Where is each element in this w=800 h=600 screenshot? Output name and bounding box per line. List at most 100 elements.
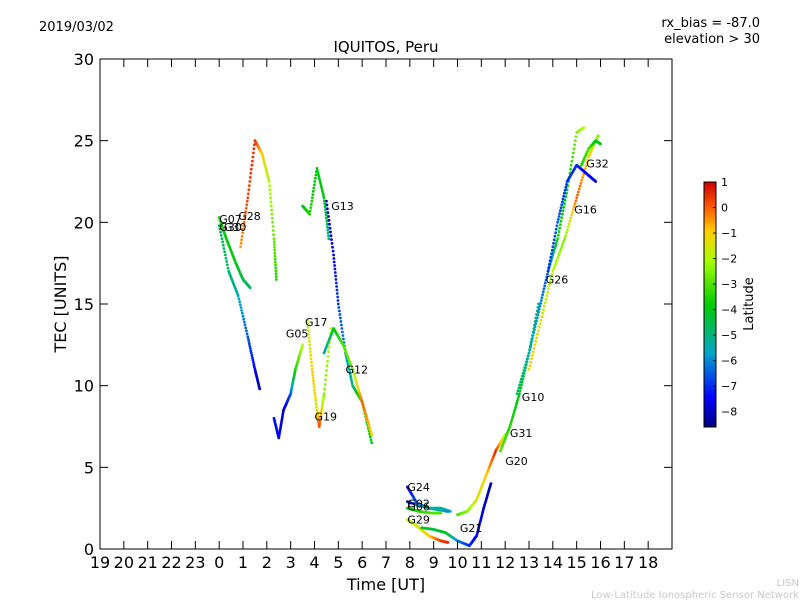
data-point — [307, 336, 311, 340]
data-point — [361, 402, 365, 406]
data-point — [554, 231, 557, 235]
data-point — [489, 482, 493, 486]
satellite-label: G12 — [346, 363, 369, 376]
data-point — [273, 251, 277, 255]
data-point — [269, 200, 273, 204]
data-point — [516, 389, 520, 393]
colorbar — [703, 181, 717, 428]
data-point — [523, 366, 527, 369]
data-point — [350, 379, 353, 383]
data-point — [364, 414, 368, 418]
x-tick-label: 7 — [381, 553, 391, 572]
data-point — [338, 313, 342, 316]
data-point — [574, 199, 578, 203]
data-point — [537, 310, 540, 314]
data-point — [311, 189, 315, 193]
x-tick-label: 1 — [238, 553, 248, 572]
data-point — [561, 197, 565, 201]
y-axis: 0 5 10 15 20 25 30 — [74, 50, 672, 559]
data-point — [335, 292, 339, 295]
data-point — [580, 178, 584, 182]
data-point — [560, 216, 564, 220]
data-point — [243, 323, 247, 327]
data-point — [274, 272, 278, 276]
y-tick-label: 0 — [84, 540, 94, 559]
data-point — [272, 243, 276, 246]
data-point — [310, 367, 314, 371]
satellite-label: G17 — [305, 316, 328, 329]
x-tick-label: 19 — [90, 553, 110, 572]
data-point — [308, 339, 311, 343]
data-point — [245, 199, 249, 203]
series-g30 — [217, 224, 262, 391]
data-point — [323, 387, 326, 391]
colorbar-tick-label: −1 — [721, 227, 737, 240]
data-point — [325, 369, 328, 372]
data-point — [252, 363, 256, 367]
data-point — [571, 211, 574, 214]
data-point — [533, 343, 537, 347]
data-point — [312, 379, 315, 383]
data-point — [226, 266, 230, 270]
data-point — [310, 199, 314, 203]
data-point — [319, 413, 323, 417]
data-point — [309, 353, 313, 357]
data-point — [548, 280, 552, 284]
data-point — [320, 404, 324, 407]
data-point — [552, 238, 556, 242]
data-point — [531, 334, 535, 337]
data-point — [239, 245, 243, 249]
data-point — [520, 374, 524, 378]
x-tick-label: 15 — [566, 553, 586, 572]
data-point — [328, 222, 331, 226]
x-tick-label: 14 — [543, 553, 563, 572]
data-point — [333, 271, 337, 274]
data-point — [515, 401, 519, 405]
data-point — [326, 225, 329, 229]
data-point — [531, 337, 534, 340]
data-point — [322, 397, 325, 400]
x-tick-label: 12 — [495, 553, 515, 572]
data-point — [329, 234, 333, 238]
date-label: 2019/03/02 — [39, 20, 114, 35]
data-point — [273, 254, 277, 258]
data-point — [529, 345, 532, 349]
data-point — [243, 320, 246, 324]
x-tick-label: 9 — [429, 553, 439, 572]
data-point — [332, 253, 335, 257]
data-point — [239, 306, 243, 309]
x-tick-label: 6 — [357, 553, 367, 572]
y-tick-label: 20 — [74, 213, 94, 232]
satellite-label: G30 — [224, 221, 247, 234]
data-point — [271, 225, 275, 228]
data-point — [326, 355, 330, 358]
data-point — [353, 374, 357, 378]
y-tick-label: 30 — [74, 50, 94, 69]
data-point — [318, 179, 322, 183]
data-point — [219, 234, 223, 237]
data-point — [439, 511, 443, 515]
data-point — [322, 194, 325, 198]
colorbar-tick-label: −3 — [721, 278, 737, 291]
data-point — [240, 238, 244, 242]
data-point — [250, 353, 254, 357]
data-point — [270, 216, 274, 220]
data-point — [368, 428, 372, 432]
data-point — [525, 357, 529, 361]
data-point — [313, 388, 316, 392]
footer-short: LISN — [777, 578, 799, 589]
data-point — [318, 422, 321, 426]
data-point — [546, 272, 549, 276]
data-point — [274, 266, 278, 270]
data-point — [327, 345, 331, 349]
data-point — [330, 242, 334, 245]
x-axis: 19 20 21 22 23 0 1 2 3 4 5 6 7 8 9 10 11 12 13 14 15 16 17 18 — [90, 59, 658, 572]
data-point — [311, 373, 315, 377]
satellite-label: G16 — [574, 203, 597, 216]
data-point — [541, 311, 544, 315]
footer-long: Low-Latitude Ionospheric Sensor Network — [591, 590, 799, 600]
data-point — [448, 510, 452, 513]
data-point — [241, 314, 245, 318]
data-point — [251, 155, 255, 159]
